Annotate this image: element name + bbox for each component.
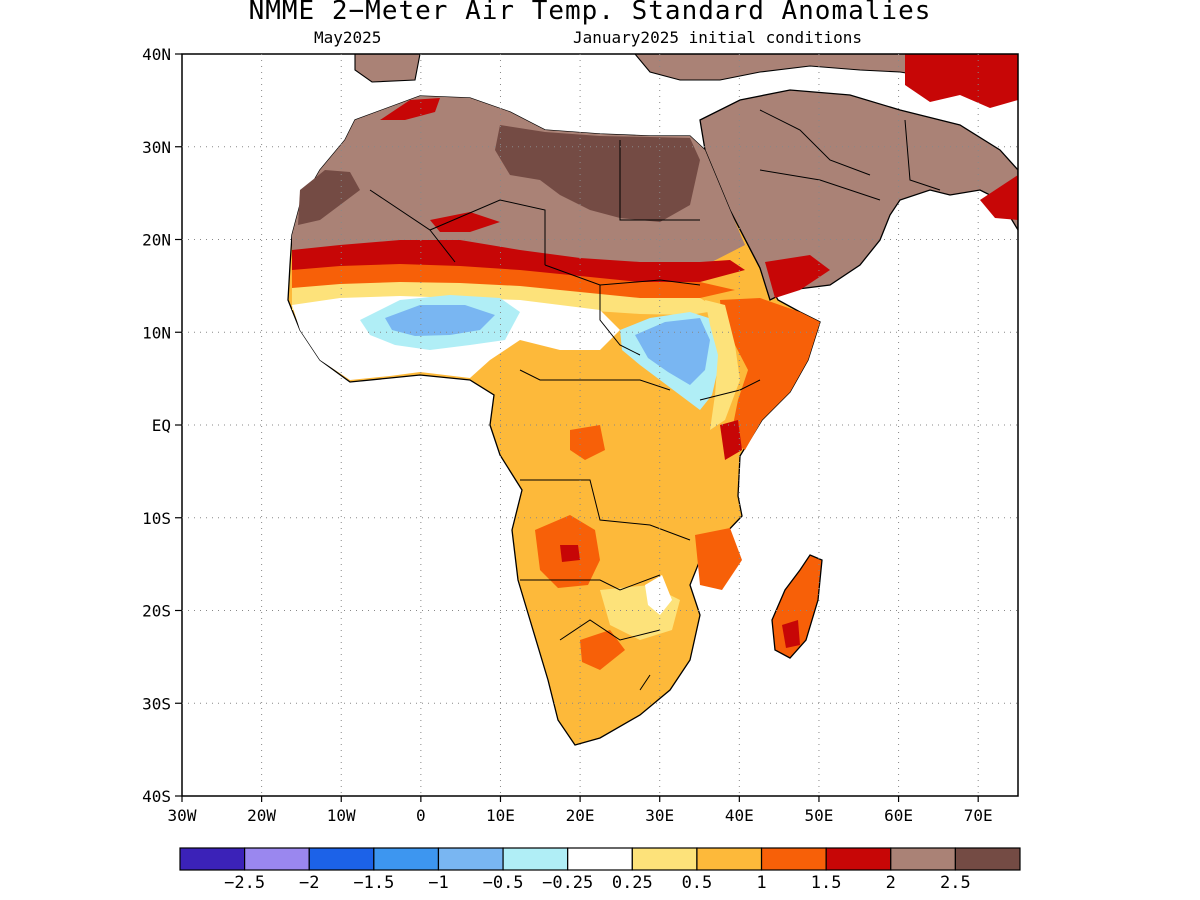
legend-label: −0.25 [542, 873, 593, 893]
sahel-orange-band [292, 264, 735, 300]
legend-label: 1 [756, 873, 766, 893]
sahel-yellow-band [292, 282, 720, 315]
legend-label: −0.5 [483, 873, 524, 893]
map-content [287, 54, 1018, 746]
lon-tick-label: 20W [247, 806, 276, 825]
libya-red [380, 98, 440, 120]
legend-swatch [179, 847, 246, 871]
iran-red [905, 54, 1018, 108]
lat-tick-label: 10N [142, 323, 171, 342]
graticule [175, 53, 1018, 802]
country-borders [369, 109, 941, 691]
legend-swatch [308, 847, 375, 871]
lat-tick-label: 20S [142, 602, 171, 621]
sahara-core-anomaly [495, 125, 700, 222]
lon-tick-label: 20E [566, 806, 595, 825]
legend-swatch [373, 847, 440, 871]
legend-swatch [954, 847, 1021, 871]
lat-tick-label: 30S [142, 694, 171, 713]
sahel-red-spot [430, 212, 500, 232]
legend-swatch [437, 847, 504, 871]
lat-tick-label: 30N [142, 138, 171, 157]
lat-tick-label: 10S [142, 509, 171, 528]
lon-tick-label: 50E [804, 806, 833, 825]
map-title: NMME 2−Meter Air Temp. Standard Anomalie… [248, 0, 932, 26]
init-conditions-label: January2025 initial conditions [573, 28, 862, 47]
latitude-labels: 40N 30N 20N 10N EQ 10S 20S 30S 40S [142, 45, 171, 806]
kenya-red [720, 420, 742, 460]
legend-label: −1 [428, 873, 448, 893]
lon-tick-label: 30W [168, 806, 197, 825]
legend-swatch [760, 847, 827, 871]
legend-label: −2.5 [224, 873, 265, 893]
lon-tick-label: 0 [416, 806, 426, 825]
longitude-labels: 30W 20W 10W 0 10E 20E 30E 40E 50E 60E 70E [168, 806, 993, 825]
east-africa-cooler [635, 318, 710, 385]
madagascar-red [782, 620, 800, 648]
horn-yellow [705, 300, 740, 430]
legend-label: 0.25 [612, 873, 653, 893]
europe-landmass [354, 54, 421, 83]
lat-tick-label: 20N [142, 231, 171, 250]
lat-tick-label: 40N [142, 45, 171, 64]
lon-tick-label: 10W [327, 806, 356, 825]
legend-swatch [825, 847, 892, 871]
legend-label: −2 [299, 873, 319, 893]
color-legend: −2.5 −2 −1.5 −1 −0.5 −0.25 0.25 0.5 1 1.5 2 2.5 [179, 847, 1021, 893]
legend-swatch [502, 847, 569, 871]
lon-tick-label: 30E [645, 806, 674, 825]
lat-tick-label: 40S [142, 787, 171, 806]
congo-orange-patch [570, 425, 605, 460]
legend-label: 1.5 [811, 873, 842, 893]
lon-tick-label: 40E [725, 806, 754, 825]
legend-label: 0.5 [682, 873, 713, 893]
zambia-neutral [645, 575, 672, 615]
legend-label: 2 [886, 873, 896, 893]
valid-month-label: May2025 [314, 28, 382, 47]
legend-swatch [567, 847, 633, 871]
legend-label: −1.5 [353, 873, 394, 893]
india-red [980, 175, 1018, 220]
legend-swatch [244, 847, 310, 871]
south-africa-orange [580, 630, 625, 670]
lon-tick-label: 10E [486, 806, 515, 825]
western-sahara-anomaly [298, 170, 360, 225]
sahel-red-band [292, 240, 745, 284]
lat-tick-label: EQ [152, 416, 171, 435]
arabia-landmass [699, 89, 1018, 301]
legend-swatch [696, 847, 763, 871]
horn-orange [720, 298, 820, 450]
yemen-red [765, 255, 830, 298]
lon-tick-label: 60E [884, 806, 913, 825]
mozambique-orange [695, 528, 742, 590]
legend-swatch [631, 847, 698, 871]
west-africa-cooler [385, 305, 495, 336]
legend-label: 2.5 [940, 873, 971, 893]
lon-tick-label: 70E [964, 806, 993, 825]
legend-swatch [890, 847, 956, 871]
angola-red [560, 545, 580, 562]
